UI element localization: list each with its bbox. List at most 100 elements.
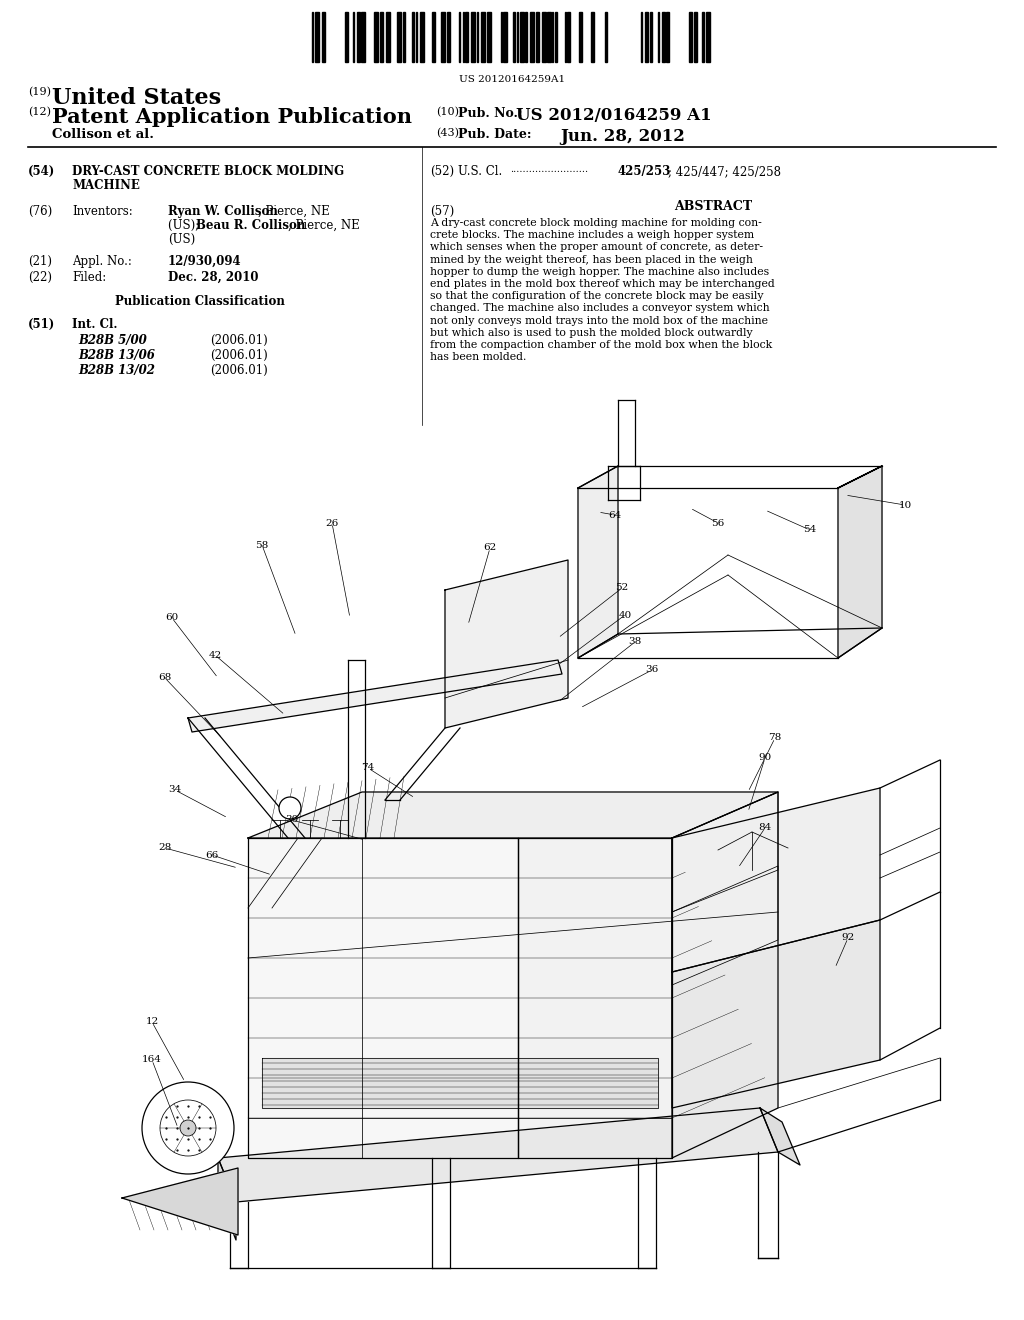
Bar	[689, 12, 692, 62]
Text: B28B 13/02: B28B 13/02	[78, 364, 155, 378]
Text: 64: 64	[608, 511, 622, 520]
Bar	[447, 12, 450, 62]
Polygon shape	[672, 792, 778, 1158]
Bar	[397, 12, 401, 62]
Text: 38: 38	[629, 638, 642, 647]
Text: (US): (US)	[168, 234, 196, 246]
Bar	[481, 12, 485, 62]
Bar	[503, 12, 507, 62]
Bar	[706, 12, 710, 62]
Bar	[357, 12, 360, 62]
Text: 12/930,094: 12/930,094	[168, 255, 242, 268]
Bar	[536, 12, 539, 62]
Text: 52: 52	[615, 583, 629, 593]
Text: Appl. No.:: Appl. No.:	[72, 255, 132, 268]
Text: 68: 68	[159, 673, 172, 682]
Text: 78: 78	[768, 734, 781, 742]
Text: (52): (52)	[430, 165, 454, 178]
Bar	[702, 12, 705, 62]
Text: Collison et al.: Collison et al.	[52, 128, 154, 141]
Text: so that the configuration of the concrete block may be easily: so that the configuration of the concret…	[430, 292, 764, 301]
Bar	[530, 12, 534, 62]
Bar	[403, 12, 406, 62]
Bar	[345, 12, 348, 62]
Text: 34: 34	[168, 785, 181, 795]
Text: 90: 90	[759, 754, 772, 763]
Text: from the compaction chamber of the mold box when the block: from the compaction chamber of the mold …	[430, 341, 772, 350]
Text: 10: 10	[898, 500, 911, 510]
Text: 425/253: 425/253	[618, 165, 672, 178]
Text: Inventors:: Inventors:	[72, 205, 133, 218]
Text: ; 425/447; 425/258: ; 425/447; 425/258	[668, 165, 781, 178]
Text: United States: United States	[52, 87, 221, 110]
Text: not only conveys mold trays into the mold box of the machine: not only conveys mold trays into the mol…	[430, 315, 768, 326]
Text: DRY-CAST CONCRETE BLOCK MOLDING: DRY-CAST CONCRETE BLOCK MOLDING	[72, 165, 344, 178]
Text: hopper to dump the weigh hopper. The machine also includes: hopper to dump the weigh hopper. The mac…	[430, 267, 769, 277]
Text: Dec. 28, 2010: Dec. 28, 2010	[168, 271, 258, 284]
Text: end plates in the mold box thereof which may be interchanged: end plates in the mold box thereof which…	[430, 279, 775, 289]
Text: 36: 36	[645, 665, 658, 675]
Text: (22): (22)	[28, 271, 52, 284]
Bar	[525, 12, 527, 62]
Text: (2006.01): (2006.01)	[210, 348, 267, 362]
Bar	[645, 12, 648, 62]
Bar	[591, 12, 594, 62]
Polygon shape	[218, 1158, 236, 1239]
Text: A dry-cast concrete block molding machine for molding con-: A dry-cast concrete block molding machin…	[430, 218, 762, 228]
Text: Int. Cl.: Int. Cl.	[72, 318, 118, 331]
Text: 164: 164	[142, 1056, 162, 1064]
Polygon shape	[672, 788, 880, 972]
Text: Beau R. Collison: Beau R. Collison	[196, 219, 305, 232]
Bar	[513, 12, 515, 62]
Polygon shape	[672, 920, 880, 1107]
Polygon shape	[188, 660, 562, 733]
Bar	[386, 12, 390, 62]
Text: , Pierce, NE: , Pierce, NE	[288, 219, 359, 232]
Polygon shape	[672, 866, 778, 985]
Polygon shape	[248, 838, 518, 1158]
Text: 74: 74	[361, 763, 375, 772]
Text: 30: 30	[286, 816, 299, 825]
Bar	[432, 12, 435, 62]
Text: 28: 28	[159, 843, 172, 853]
Polygon shape	[838, 466, 882, 657]
Polygon shape	[248, 792, 778, 838]
Text: (76): (76)	[28, 205, 52, 218]
Bar	[650, 12, 652, 62]
Text: B28B 13/06: B28B 13/06	[78, 348, 155, 362]
Bar	[694, 12, 697, 62]
Polygon shape	[760, 1107, 800, 1166]
Polygon shape	[218, 1107, 778, 1203]
Text: which senses when the proper amount of concrete, as deter-: which senses when the proper amount of c…	[430, 243, 763, 252]
Bar	[412, 12, 414, 62]
Text: (51): (51)	[28, 318, 55, 331]
Text: 58: 58	[255, 540, 268, 549]
Text: B28B 5/00: B28B 5/00	[78, 334, 146, 347]
Text: but which also is used to push the molded block outwardly: but which also is used to push the molde…	[430, 327, 753, 338]
Bar	[555, 12, 557, 62]
Text: (10): (10)	[436, 107, 459, 117]
Circle shape	[142, 1082, 234, 1173]
Text: mined by the weight thereof, has been placed in the weigh: mined by the weight thereof, has been pl…	[430, 255, 753, 264]
Bar	[471, 12, 475, 62]
Bar	[487, 12, 490, 62]
Text: crete blocks. The machine includes a weigh hopper system: crete blocks. The machine includes a wei…	[430, 230, 754, 240]
Text: (2006.01): (2006.01)	[210, 364, 267, 378]
Bar	[547, 12, 551, 62]
Bar	[666, 12, 669, 62]
Text: Pub. Date:: Pub. Date:	[458, 128, 531, 141]
Text: 60: 60	[165, 614, 178, 623]
Bar	[579, 12, 582, 62]
Circle shape	[180, 1119, 196, 1137]
Polygon shape	[445, 560, 568, 729]
Text: 66: 66	[206, 850, 219, 859]
Text: Patent Application Publication: Patent Application Publication	[52, 107, 412, 127]
Polygon shape	[518, 838, 672, 1158]
Bar	[520, 12, 524, 62]
Polygon shape	[262, 1059, 658, 1107]
Bar	[441, 12, 445, 62]
Circle shape	[279, 797, 301, 818]
Text: U.S. Cl.: U.S. Cl.	[458, 165, 502, 178]
Text: (54): (54)	[28, 165, 55, 178]
Text: US 20120164259A1: US 20120164259A1	[459, 75, 565, 84]
